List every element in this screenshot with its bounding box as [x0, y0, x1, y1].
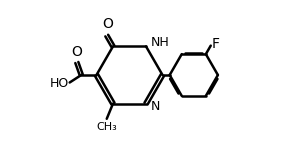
Text: HO: HO [49, 77, 69, 90]
Text: N: N [151, 100, 160, 113]
Text: CH₃: CH₃ [96, 122, 117, 132]
Text: O: O [102, 17, 113, 31]
Text: O: O [72, 45, 83, 58]
Text: NH: NH [151, 36, 169, 49]
Text: F: F [212, 37, 220, 51]
